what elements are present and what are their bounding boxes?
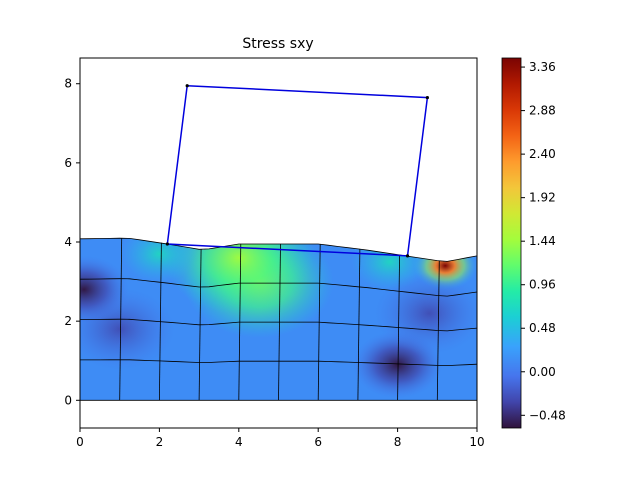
mesh-column-line <box>159 242 162 401</box>
plot-frame <box>79 57 478 429</box>
y-tick-label: 6 <box>64 156 72 170</box>
mesh-column-line <box>317 243 321 401</box>
mesh-column-line <box>238 243 242 401</box>
indenter-vertex <box>425 95 429 100</box>
colorbar-tick-label: 0.96 <box>529 278 556 292</box>
y-tick-label: 0 <box>64 393 72 407</box>
mesh-column-line <box>397 254 400 401</box>
indenter-vertex <box>185 84 189 88</box>
mesh-grid <box>80 237 477 401</box>
x-tick-label: 8 <box>394 435 402 449</box>
colorbar-tick-label: 1.44 <box>529 234 556 248</box>
chart-title: Stress sxy <box>242 36 313 52</box>
colorbar-tick-label: 2.88 <box>529 104 556 118</box>
stress-hotspot <box>163 238 314 315</box>
mesh-column-line <box>436 260 440 401</box>
x-tick-label: 0 <box>76 435 84 449</box>
indenter-polygon <box>166 84 429 257</box>
x-tick-label: 10 <box>469 435 484 449</box>
stress-hotspot <box>121 238 198 283</box>
colorbar-tick-label: 0.00 <box>529 365 556 379</box>
colorbar-gradient <box>501 57 522 429</box>
x-tick-label: 2 <box>156 435 164 449</box>
colorbar-tick-label: 0.48 <box>529 321 556 335</box>
mesh-column-line <box>198 249 202 401</box>
y-tick-label: 2 <box>64 314 72 328</box>
colorbar-tick-label: 3.36 <box>529 60 556 74</box>
colorbar-tick-label: 1.92 <box>529 191 556 205</box>
mesh-row-line <box>80 318 477 332</box>
colorbar: 3.36 2.88 2.40 1.92 1.44 0.96 0.48 0.00 −0.48 <box>501 57 566 429</box>
mesh-column-line <box>278 243 281 401</box>
colorbar-tick-label: −0.48 <box>529 408 566 422</box>
x-axis: 0 2 4 6 8 10 <box>76 428 485 449</box>
colorbar-tick-label: 2.40 <box>529 147 556 161</box>
stress-hotspot <box>80 255 129 324</box>
stress-hotspot <box>374 271 477 355</box>
mesh-column-line <box>357 248 361 401</box>
indenter-vertex <box>165 242 169 246</box>
stress-field <box>80 238 477 401</box>
mesh-row-line <box>80 237 477 262</box>
y-tick-label: 4 <box>64 235 72 249</box>
colorbar-ticks: 3.36 2.88 2.40 1.92 1.44 0.96 0.48 0.00 −0.48 <box>521 60 566 422</box>
indenter-vertex <box>405 254 410 258</box>
mesh-row-line <box>80 278 477 297</box>
indenter-outline <box>165 84 429 258</box>
plot-area <box>80 84 477 401</box>
y-axis: 0 2 4 6 8 <box>64 77 80 407</box>
mesh-column-line <box>119 238 123 401</box>
mesh-row-line <box>80 359 477 367</box>
x-tick-label: 4 <box>235 435 243 449</box>
x-tick-label: 6 <box>314 435 322 449</box>
y-tick-label: 8 <box>64 77 72 91</box>
